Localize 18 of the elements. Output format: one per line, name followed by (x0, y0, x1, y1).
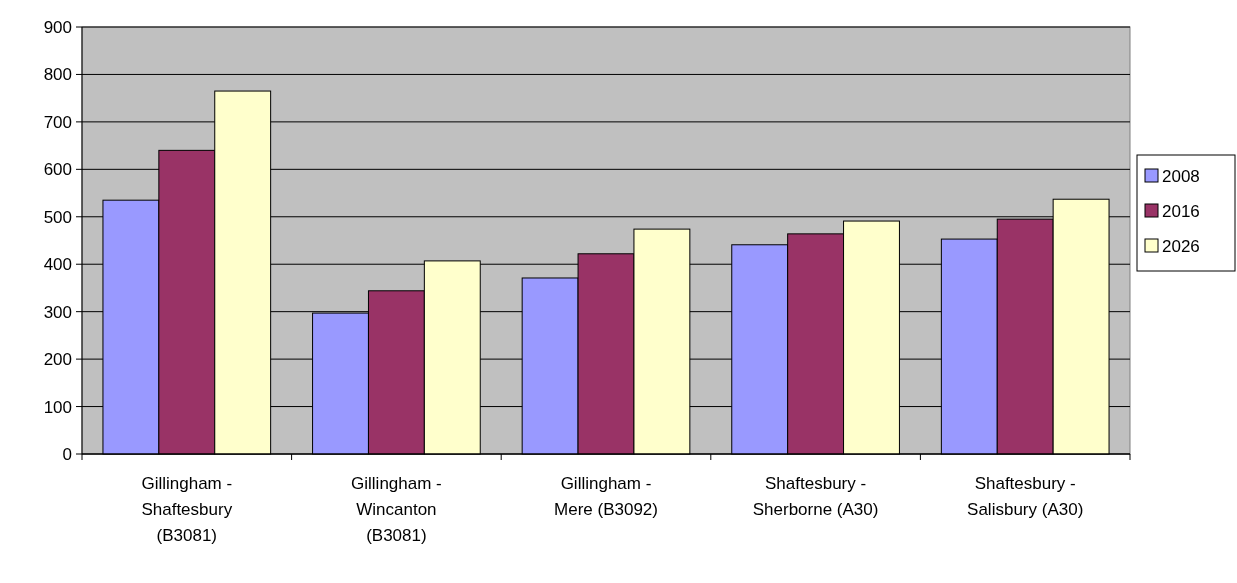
y-tick-label: 500 (43, 207, 72, 227)
legend-label: 2016 (1162, 201, 1200, 221)
legend-label: 2008 (1162, 166, 1200, 186)
x-tick-label: Shaftesbury - Salisbury (A30) (967, 474, 1084, 519)
x-tick-label: Gillingham - Mere (B3092) (554, 474, 658, 519)
x-tick-label: Shaftesbury - Sherborne (A30) (752, 474, 879, 519)
y-tick-label: 700 (43, 112, 72, 132)
y-tick-label: 300 (43, 302, 72, 322)
y-tick-label: 400 (43, 255, 72, 275)
y-tick-label: 0 (62, 444, 72, 464)
y-tick-label: 800 (43, 65, 72, 85)
y-tick-label: 200 (43, 350, 72, 370)
x-tick-label: Gillingham - Wincanton (B3081) (351, 474, 442, 545)
legend-label: 2026 (1162, 236, 1200, 256)
y-tick-label: 900 (43, 17, 72, 37)
y-tick-label: 600 (43, 160, 72, 180)
x-tick-label: Gillingham - Shaftesbury (B3081) (141, 474, 233, 545)
y-tick-label: 100 (43, 397, 72, 417)
